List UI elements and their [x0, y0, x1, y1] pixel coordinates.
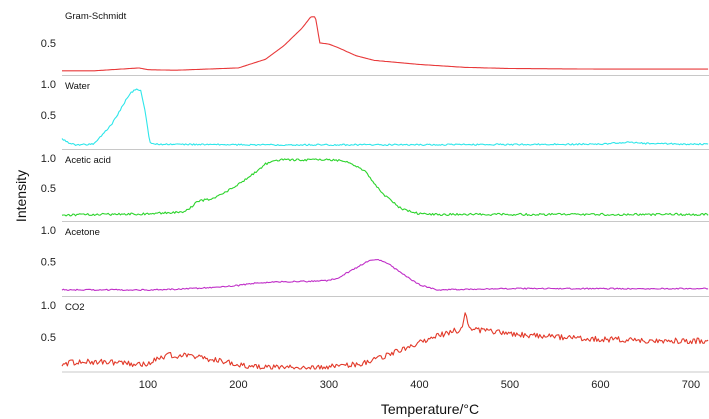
y-tick-label: 0.5: [41, 257, 56, 269]
panel-4: 1.0 0.5 Acetone: [41, 225, 709, 297]
y-axis-label: Intensity: [13, 170, 29, 222]
y-tick-label: 0.5: [41, 183, 56, 195]
x-tick-label: 700: [682, 379, 700, 391]
series-line: [61, 88, 709, 147]
panel-3: 1.0 0.5 Acetic acid: [41, 153, 709, 222]
series-label: Water: [65, 81, 90, 92]
x-tick-label: 500: [501, 379, 519, 391]
x-tick-labels: 100 200 300 400 500 600 700: [139, 379, 700, 391]
y-tick-label: 0.5: [41, 110, 56, 122]
series-label: CO2: [65, 302, 85, 313]
x-tick-label: 200: [229, 379, 247, 391]
x-tick-label: 400: [410, 379, 428, 391]
x-axis-label: Temperature/°C: [381, 401, 479, 417]
y-tick-label: 0.5: [41, 38, 56, 50]
x-tick-label: 600: [591, 379, 609, 391]
series-line: [61, 158, 709, 217]
series-line: [61, 312, 709, 370]
x-tick-label: 300: [320, 379, 338, 391]
series-label: Acetone: [65, 227, 100, 238]
series-line: [62, 16, 709, 72]
y-tick-label: 1.0: [41, 79, 56, 91]
panel-5: 1.0 0.5 CO2: [41, 300, 709, 370]
x-tick-label: 100: [139, 379, 157, 391]
y-tick-label: 1.0: [41, 225, 56, 237]
series-label: Gram-Schmidt: [65, 11, 127, 22]
y-tick-label: 0.5: [41, 332, 56, 344]
y-tick-label: 1.0: [41, 153, 56, 165]
series-label: Acetic acid: [65, 155, 111, 166]
series-line: [61, 258, 709, 292]
panels-layer: 0.5 Gram-Schmidt 1.0 0.5 Water 1.0 0.5 Acetic a…: [41, 11, 709, 370]
panel-1: 0.5 Gram-Schmidt: [41, 11, 709, 76]
y-tick-label: 1.0: [41, 300, 56, 312]
panel-2: 1.0 0.5 Water: [41, 79, 709, 150]
